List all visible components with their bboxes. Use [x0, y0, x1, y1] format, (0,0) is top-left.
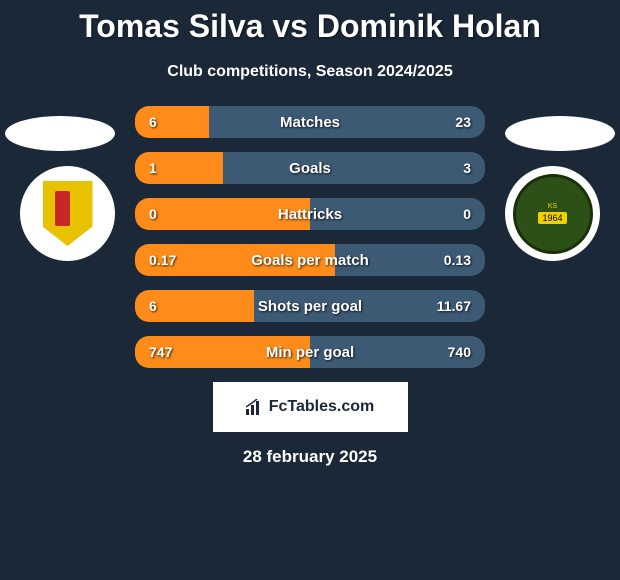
stat-label: Hattricks — [135, 206, 485, 223]
player-ellipse-right — [505, 116, 615, 151]
page-title: Tomas Silva vs Dominik Holan — [0, 0, 620, 45]
team-badge-right-circle-icon: KS 1964 — [513, 174, 593, 254]
footer-logo-box: FcTables.com — [213, 382, 408, 432]
stat-row: 00Hattricks — [135, 198, 485, 230]
stat-row: 623Matches — [135, 106, 485, 138]
stat-row: 747740Min per goal — [135, 336, 485, 368]
footer-text: FcTables.com — [269, 398, 375, 416]
chart-icon — [246, 399, 264, 415]
stat-label: Goals — [135, 160, 485, 177]
subtitle: Club competitions, Season 2024/2025 — [0, 63, 620, 81]
team-badge-right: KS 1964 — [505, 166, 600, 261]
comparison-content: KS 1964 623Matches 13Goals 00Hattricks 0.17… — [0, 106, 620, 368]
team-badge-left — [20, 166, 115, 261]
team-badge-left-shield-icon — [43, 181, 93, 246]
stat-label: Min per goal — [135, 344, 485, 361]
date-text: 28 february 2025 — [0, 447, 620, 467]
player-ellipse-left — [5, 116, 115, 151]
stat-label: Goals per match — [135, 252, 485, 269]
stat-label: Matches — [135, 114, 485, 131]
badge-right-year: 1964 — [538, 212, 566, 224]
badge-right-text: KS — [548, 203, 557, 210]
stat-row: 13Goals — [135, 152, 485, 184]
stat-row: 611.67Shots per goal — [135, 290, 485, 322]
stat-row: 0.170.13Goals per match — [135, 244, 485, 276]
stat-label: Shots per goal — [135, 298, 485, 315]
stats-container: 623Matches 13Goals 00Hattricks 0.170.13Goal… — [135, 106, 485, 368]
